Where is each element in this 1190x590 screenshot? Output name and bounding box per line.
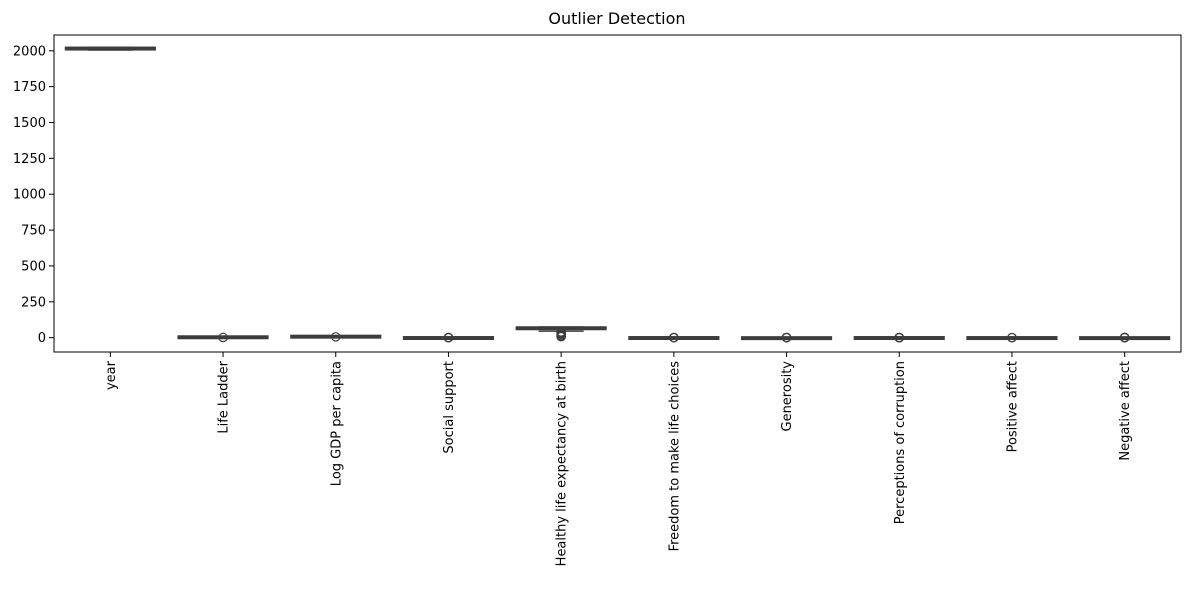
box-0	[64, 46, 156, 51]
outlier-point	[556, 327, 566, 337]
x-tick-label: Positive affect	[1005, 361, 1020, 452]
outlier-point	[330, 332, 341, 342]
chart-title: Outlier Detection	[548, 9, 685, 28]
x-axis: year Life Ladder Log GDP per capita Social …	[104, 352, 1133, 566]
x-tick-label: Freedom to make life choices	[667, 361, 682, 552]
outlier-point	[1119, 332, 1130, 343]
box-5	[628, 332, 720, 343]
x-tick-label: Generosity	[780, 361, 795, 432]
outlier-point	[781, 332, 792, 343]
box-7	[853, 332, 945, 343]
y-axis: 0 250 500 750 1000 1250 1500 1750 2000	[13, 44, 54, 346]
outlier-point	[894, 332, 905, 343]
box-6	[740, 332, 833, 343]
x-tick-label: year	[104, 360, 119, 390]
x-tick-label: Life Ladder	[217, 360, 232, 433]
y-tick-label: 1250	[13, 152, 46, 167]
y-tick-label: 2000	[13, 44, 46, 59]
outlier-point	[669, 332, 679, 343]
x-tick-label: Negative affect	[1118, 361, 1133, 461]
box-2	[290, 332, 382, 342]
x-tick-label: Perceptions of corruption	[893, 361, 908, 524]
box-1	[177, 332, 269, 343]
y-tick-label: 250	[21, 295, 46, 310]
x-tick-label: Healthy life expectancy at birth	[555, 361, 570, 566]
x-tick-label: Log GDP per capita	[329, 361, 344, 486]
y-tick-label: 0	[38, 331, 46, 346]
plot-area	[64, 46, 1171, 343]
outlier-point	[1007, 332, 1017, 343]
y-tick-label: 1500	[13, 116, 46, 131]
box-9	[1079, 332, 1171, 343]
x-tick-label: Social support	[442, 361, 457, 454]
box-4	[515, 326, 607, 342]
box-3	[402, 332, 495, 343]
y-tick-label: 1750	[13, 80, 46, 95]
y-tick-label: 750	[21, 224, 46, 239]
outlier-point	[443, 332, 454, 343]
plot-frame	[53, 34, 1182, 353]
outlier-point	[218, 332, 228, 343]
y-tick-label: 500	[21, 259, 46, 274]
y-tick-label: 1000	[13, 188, 46, 203]
box-8	[966, 332, 1058, 343]
